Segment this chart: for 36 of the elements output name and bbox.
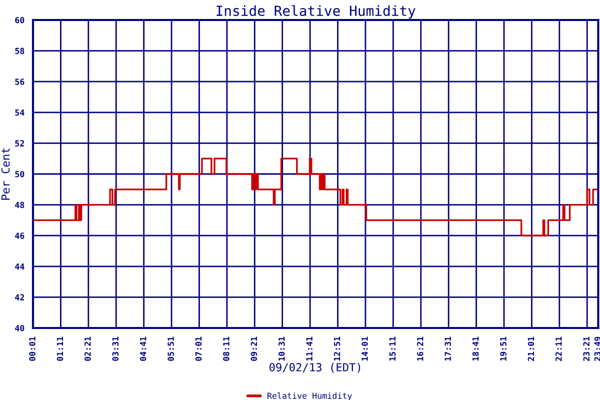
x-tick-label: 00:01 — [29, 336, 36, 361]
x-tick-label: 18:41 — [472, 336, 479, 361]
y-axis-title: Per Cent — [1, 148, 10, 200]
x-tick-label: 19:51 — [500, 336, 506, 361]
x-tick-label: 09:21 — [250, 336, 258, 361]
y-tick-label: 56 — [15, 78, 24, 85]
x-tick-label: 11:41 — [306, 336, 312, 361]
y-tick-label: 58 — [15, 48, 24, 54]
y-tick-label: 54 — [15, 109, 24, 116]
x-tick-label: 05:51 — [168, 336, 174, 361]
y-tick-label: 50 — [15, 170, 24, 178]
x-tick-label: 02:21 — [84, 336, 91, 361]
x-axis-title: 09/02/13 (EDT) — [270, 362, 360, 373]
x-tick-label: 17:31 — [444, 336, 452, 361]
y-tick-label: 46 — [15, 232, 24, 239]
y-tick-label: 44 — [15, 263, 24, 270]
x-tick-label: 15:11 — [389, 336, 396, 361]
y-tick-label: 60 — [15, 16, 24, 24]
x-tick-label: 12:51 — [334, 336, 340, 361]
legend-label: Relative Humidity — [268, 392, 352, 400]
y-tick-label: 52 — [15, 140, 24, 146]
x-tick-label: 21:01 — [528, 336, 534, 361]
x-tick-label: 08:11 — [223, 336, 230, 361]
x-tick-label: 07:01 — [195, 336, 202, 361]
y-tick-label: 42 — [15, 294, 24, 300]
x-tick-label: 03:31 — [112, 336, 119, 361]
y-tick-label: 48 — [15, 202, 24, 208]
x-tick-label: 22:11 — [556, 336, 562, 361]
x-tick-label: 01:11 — [56, 336, 64, 361]
x-tick-label: 23:21 — [583, 336, 590, 361]
x-tick-label: 14:01 — [362, 336, 368, 361]
y-tick-label: 40 — [15, 324, 24, 332]
x-tick-label: 10:31 — [278, 336, 285, 361]
chart-title: Inside Relative Humidity — [216, 5, 416, 19]
x-tick-label: 04:41 — [140, 336, 146, 361]
x-tick-label: 16:21 — [416, 336, 424, 361]
